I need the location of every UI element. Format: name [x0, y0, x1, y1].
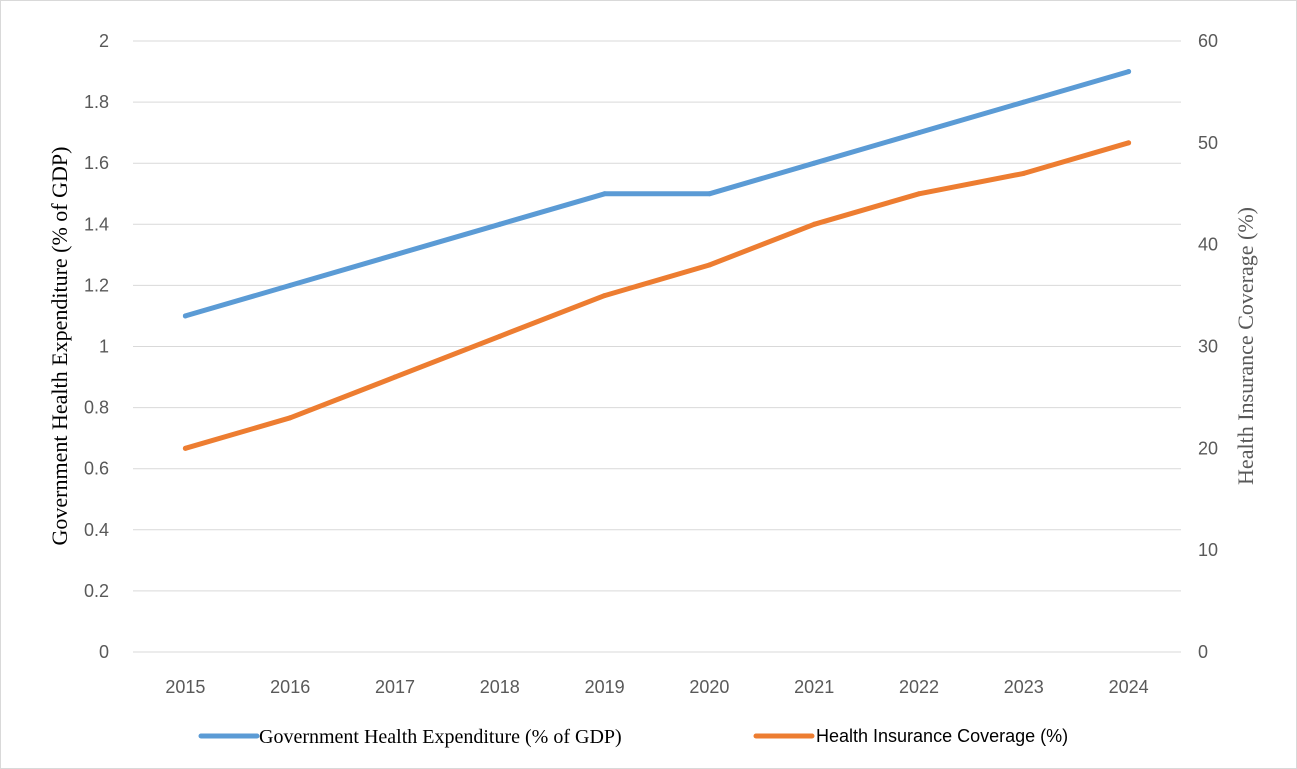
left-tick-label: 0.6	[84, 459, 109, 479]
x-tick-label: 2018	[480, 677, 520, 697]
data-point	[1021, 99, 1027, 105]
data-point	[1126, 140, 1132, 146]
x-tick-label: 2017	[375, 677, 415, 697]
data-point	[392, 374, 398, 380]
left-tick-label: 0	[99, 642, 109, 662]
data-point	[916, 191, 922, 197]
left-tick-label: 1	[99, 337, 109, 357]
legend-label-health-insurance-coverage: Health Insurance Coverage (%)	[816, 726, 1068, 746]
left-tick-label: 1.2	[84, 275, 109, 295]
x-tick-label: 2016	[270, 677, 310, 697]
right-tick-label: 50	[1198, 133, 1218, 153]
data-point	[706, 191, 712, 197]
left-tick-label: 0.2	[84, 581, 109, 601]
x-tick-label: 2019	[585, 677, 625, 697]
left-tick-label: 1.8	[84, 92, 109, 112]
series-lines	[182, 69, 1132, 451]
x-tick-label: 2020	[689, 677, 729, 697]
x-tick-label: 2021	[794, 677, 834, 697]
data-point	[497, 221, 503, 227]
right-tick-label: 40	[1198, 235, 1218, 255]
left-tick-label: 1.6	[84, 153, 109, 173]
data-point	[182, 445, 188, 451]
x-tick-label: 2024	[1109, 677, 1149, 697]
right-tick-label: 30	[1198, 337, 1218, 357]
x-tick-label: 2015	[165, 677, 205, 697]
right-tick-label: 10	[1198, 540, 1218, 560]
data-point	[1126, 69, 1132, 75]
left-axis-ticks: 0 0.2 0.4 0.6 0.8 1 1.2 1.4 1.6 1.8 2	[84, 31, 109, 662]
x-tick-label: 2023	[1004, 677, 1044, 697]
data-point	[1021, 170, 1027, 176]
data-point	[287, 415, 293, 421]
x-tick-label: 2022	[899, 677, 939, 697]
right-tick-label: 20	[1198, 438, 1218, 458]
right-tick-label: 0	[1198, 642, 1208, 662]
series-line-government-health-expenditure	[182, 69, 1132, 319]
gridlines	[133, 40, 1181, 653]
series-line-health-insurance-coverage	[182, 140, 1132, 451]
legend-label-government-health-expenditure: Government Health Expenditure (% of GDP)	[259, 726, 622, 748]
right-axis-title: Health Insurance Coverage (%)	[1233, 207, 1258, 485]
data-point	[182, 313, 188, 319]
data-point	[287, 282, 293, 288]
left-tick-label: 2	[99, 31, 109, 51]
data-point	[706, 262, 712, 268]
right-axis-ticks: 0 10 20 30 40 50 60	[1198, 31, 1218, 662]
left-axis-title: Government Health Expenditure (% of GDP)	[47, 147, 72, 546]
data-point	[602, 293, 608, 299]
data-point	[497, 333, 503, 339]
data-point	[811, 221, 817, 227]
left-tick-label: 0.8	[84, 398, 109, 418]
legend: Government Health Expenditure (% of GDP)…	[198, 726, 1068, 748]
data-point	[916, 130, 922, 136]
right-tick-label: 60	[1198, 31, 1218, 51]
data-point	[392, 252, 398, 258]
data-point	[811, 160, 817, 166]
data-point	[602, 191, 608, 197]
left-tick-label: 0.4	[84, 520, 109, 540]
left-tick-label: 1.4	[84, 214, 109, 234]
x-axis-ticks: 2015 2016 2017 2018 2019 2020 2021 2022 2023 2024	[165, 677, 1148, 697]
